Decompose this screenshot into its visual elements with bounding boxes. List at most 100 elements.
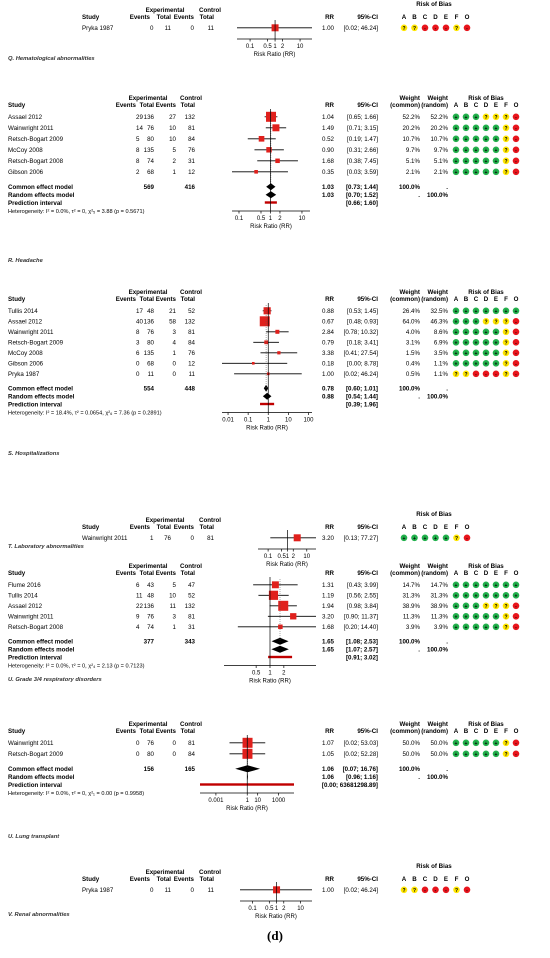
risk-of-bias-letter: B xyxy=(464,296,469,303)
confidence-interval: [0.02; 46.24] xyxy=(344,887,379,894)
risk-of-bias-letter: A xyxy=(402,14,407,21)
weight-random-subheader: (random) xyxy=(421,296,448,303)
risk-of-bias-symbol: + xyxy=(485,594,488,600)
risk-of-bias-symbol: + xyxy=(465,362,468,368)
confidence-interval: [0.71; 3.15] xyxy=(347,125,378,132)
study-column-header: Study xyxy=(8,570,26,577)
weight-random: 5.1% xyxy=(434,158,449,165)
experimental-total: 11 xyxy=(165,25,172,32)
x-axis-title: Risk Ratio (RR) xyxy=(250,224,292,230)
weight-random: 6.9% xyxy=(434,340,449,347)
x-axis-tick-label: 1 xyxy=(286,554,290,560)
weight-random-header: Weight xyxy=(427,95,448,102)
ci-header: 95%-CI xyxy=(357,728,378,735)
total-header: Total xyxy=(181,296,196,303)
risk-of-bias-letter: F xyxy=(504,570,508,577)
risk-of-bias-symbol: + xyxy=(485,615,488,621)
risk-of-bias-letter: O xyxy=(514,296,519,303)
risk-of-bias-symbol: + xyxy=(413,536,416,542)
random-rr: 1.06 xyxy=(322,774,335,781)
risk-ratio-value: 1.00 xyxy=(322,887,335,894)
confidence-interval: [0.02; 46.24] xyxy=(344,371,379,378)
risk-ratio-value: 0.90 xyxy=(322,147,335,154)
control-events: 5 xyxy=(173,147,177,154)
risk-of-bias-symbol: + xyxy=(465,351,468,357)
weight-common: 50.0% xyxy=(402,751,420,758)
study-name: Assael 2012 xyxy=(8,603,43,610)
study-name: Retsch-Bogart 2008 xyxy=(8,158,64,165)
experimental-events: 5 xyxy=(136,136,140,143)
x-axis-tick-label: 1 xyxy=(267,418,271,424)
events-header: Events xyxy=(116,570,137,577)
risk-of-bias-symbol: ? xyxy=(504,625,507,631)
experimental-total: 74 xyxy=(147,158,154,165)
weight-random: 31.3% xyxy=(430,593,448,600)
events-header: Events xyxy=(130,524,151,531)
control-events: 21 xyxy=(169,308,176,315)
experimental-events: 0 xyxy=(136,740,140,747)
risk-of-bias-letter: B xyxy=(412,524,417,531)
panel-title: U. Lung transplant xyxy=(8,834,60,840)
events-header: Events xyxy=(116,102,137,109)
risk-of-bias-symbol: + xyxy=(465,594,468,600)
x-axis-tick-label: 0.01 xyxy=(222,418,234,424)
experimental-events: 0 xyxy=(150,887,154,894)
random-rr: 1.03 xyxy=(322,192,335,199)
risk-of-bias-symbol: + xyxy=(485,330,488,336)
risk-of-bias-letter: O xyxy=(514,570,519,577)
risk-of-bias-symbol: + xyxy=(465,320,468,326)
risk-of-bias-symbol: ? xyxy=(504,372,507,378)
weight-random: 50.0% xyxy=(430,751,448,758)
risk-ratio-value: 0.79 xyxy=(322,340,335,347)
risk-of-bias-letter: A xyxy=(402,524,407,531)
experimental-events: 40 xyxy=(136,319,143,326)
risk-of-bias-symbol: ? xyxy=(504,741,507,747)
x-axis-tick-label: 100 xyxy=(303,418,314,424)
x-axis-tick-label: 2 xyxy=(282,906,286,912)
risk-of-bias-symbol: ? xyxy=(484,115,487,121)
risk-of-bias-symbol: + xyxy=(515,583,518,589)
study-effect-marker xyxy=(252,362,255,365)
control-total: 12 xyxy=(188,169,195,176)
risk-of-bias-symbol: + xyxy=(475,583,478,589)
weight-common: 100.0% xyxy=(399,184,420,191)
confidence-interval: [0.00; 8.78] xyxy=(347,361,378,368)
weight-common: . xyxy=(418,647,420,654)
risk-of-bias-symbol: + xyxy=(455,594,458,600)
risk-of-bias-symbol: + xyxy=(495,594,498,600)
experimental-total: 80 xyxy=(147,340,154,347)
control-total: 84 xyxy=(188,751,195,758)
experimental-header: Experimental xyxy=(129,95,168,102)
events-header: Events xyxy=(174,876,195,883)
risk-ratio-value: 2.84 xyxy=(322,329,335,336)
x-axis-tick-label: 10 xyxy=(254,798,261,804)
confidence-interval: [0.43; 3.99] xyxy=(347,582,378,589)
study-name: Pryka 1987 xyxy=(8,371,40,378)
experimental-total: 80 xyxy=(147,136,154,143)
risk-of-bias-header: Risk of Bias xyxy=(468,721,504,728)
risk-of-bias-letter: E xyxy=(494,102,498,109)
risk-of-bias-symbol: ? xyxy=(413,26,416,32)
confidence-interval: [0.78; 10.32] xyxy=(344,329,379,336)
risk-of-bias-symbol: + xyxy=(475,170,478,176)
experimental-events: 0 xyxy=(136,751,140,758)
risk-of-bias-letter: B xyxy=(464,728,469,735)
study-name: Tullis 2014 xyxy=(8,593,38,600)
risk-of-bias-symbol: ? xyxy=(494,604,497,610)
risk-of-bias-symbol: ? xyxy=(504,159,507,165)
confidence-interval: [0.90; 11.37] xyxy=(344,614,378,621)
experimental-header: Experimental xyxy=(129,289,168,296)
weight-random: 1.1% xyxy=(434,361,449,368)
risk-of-bias-letter: A xyxy=(454,102,459,109)
weight-random: . xyxy=(446,766,448,773)
risk-of-bias-symbol: ? xyxy=(455,536,458,542)
risk-of-bias-symbol: + xyxy=(475,615,478,621)
risk-of-bias-symbol: + xyxy=(475,309,478,315)
risk-of-bias-symbol: + xyxy=(455,341,458,347)
experimental-events: 3 xyxy=(136,340,140,347)
experimental-events: 2 xyxy=(136,169,140,176)
control-total: 12 xyxy=(188,361,195,368)
control-total: 52 xyxy=(188,308,195,315)
x-axis-tick-label: 1000 xyxy=(272,798,286,804)
confidence-interval: [0.31; 2.66] xyxy=(347,147,378,154)
